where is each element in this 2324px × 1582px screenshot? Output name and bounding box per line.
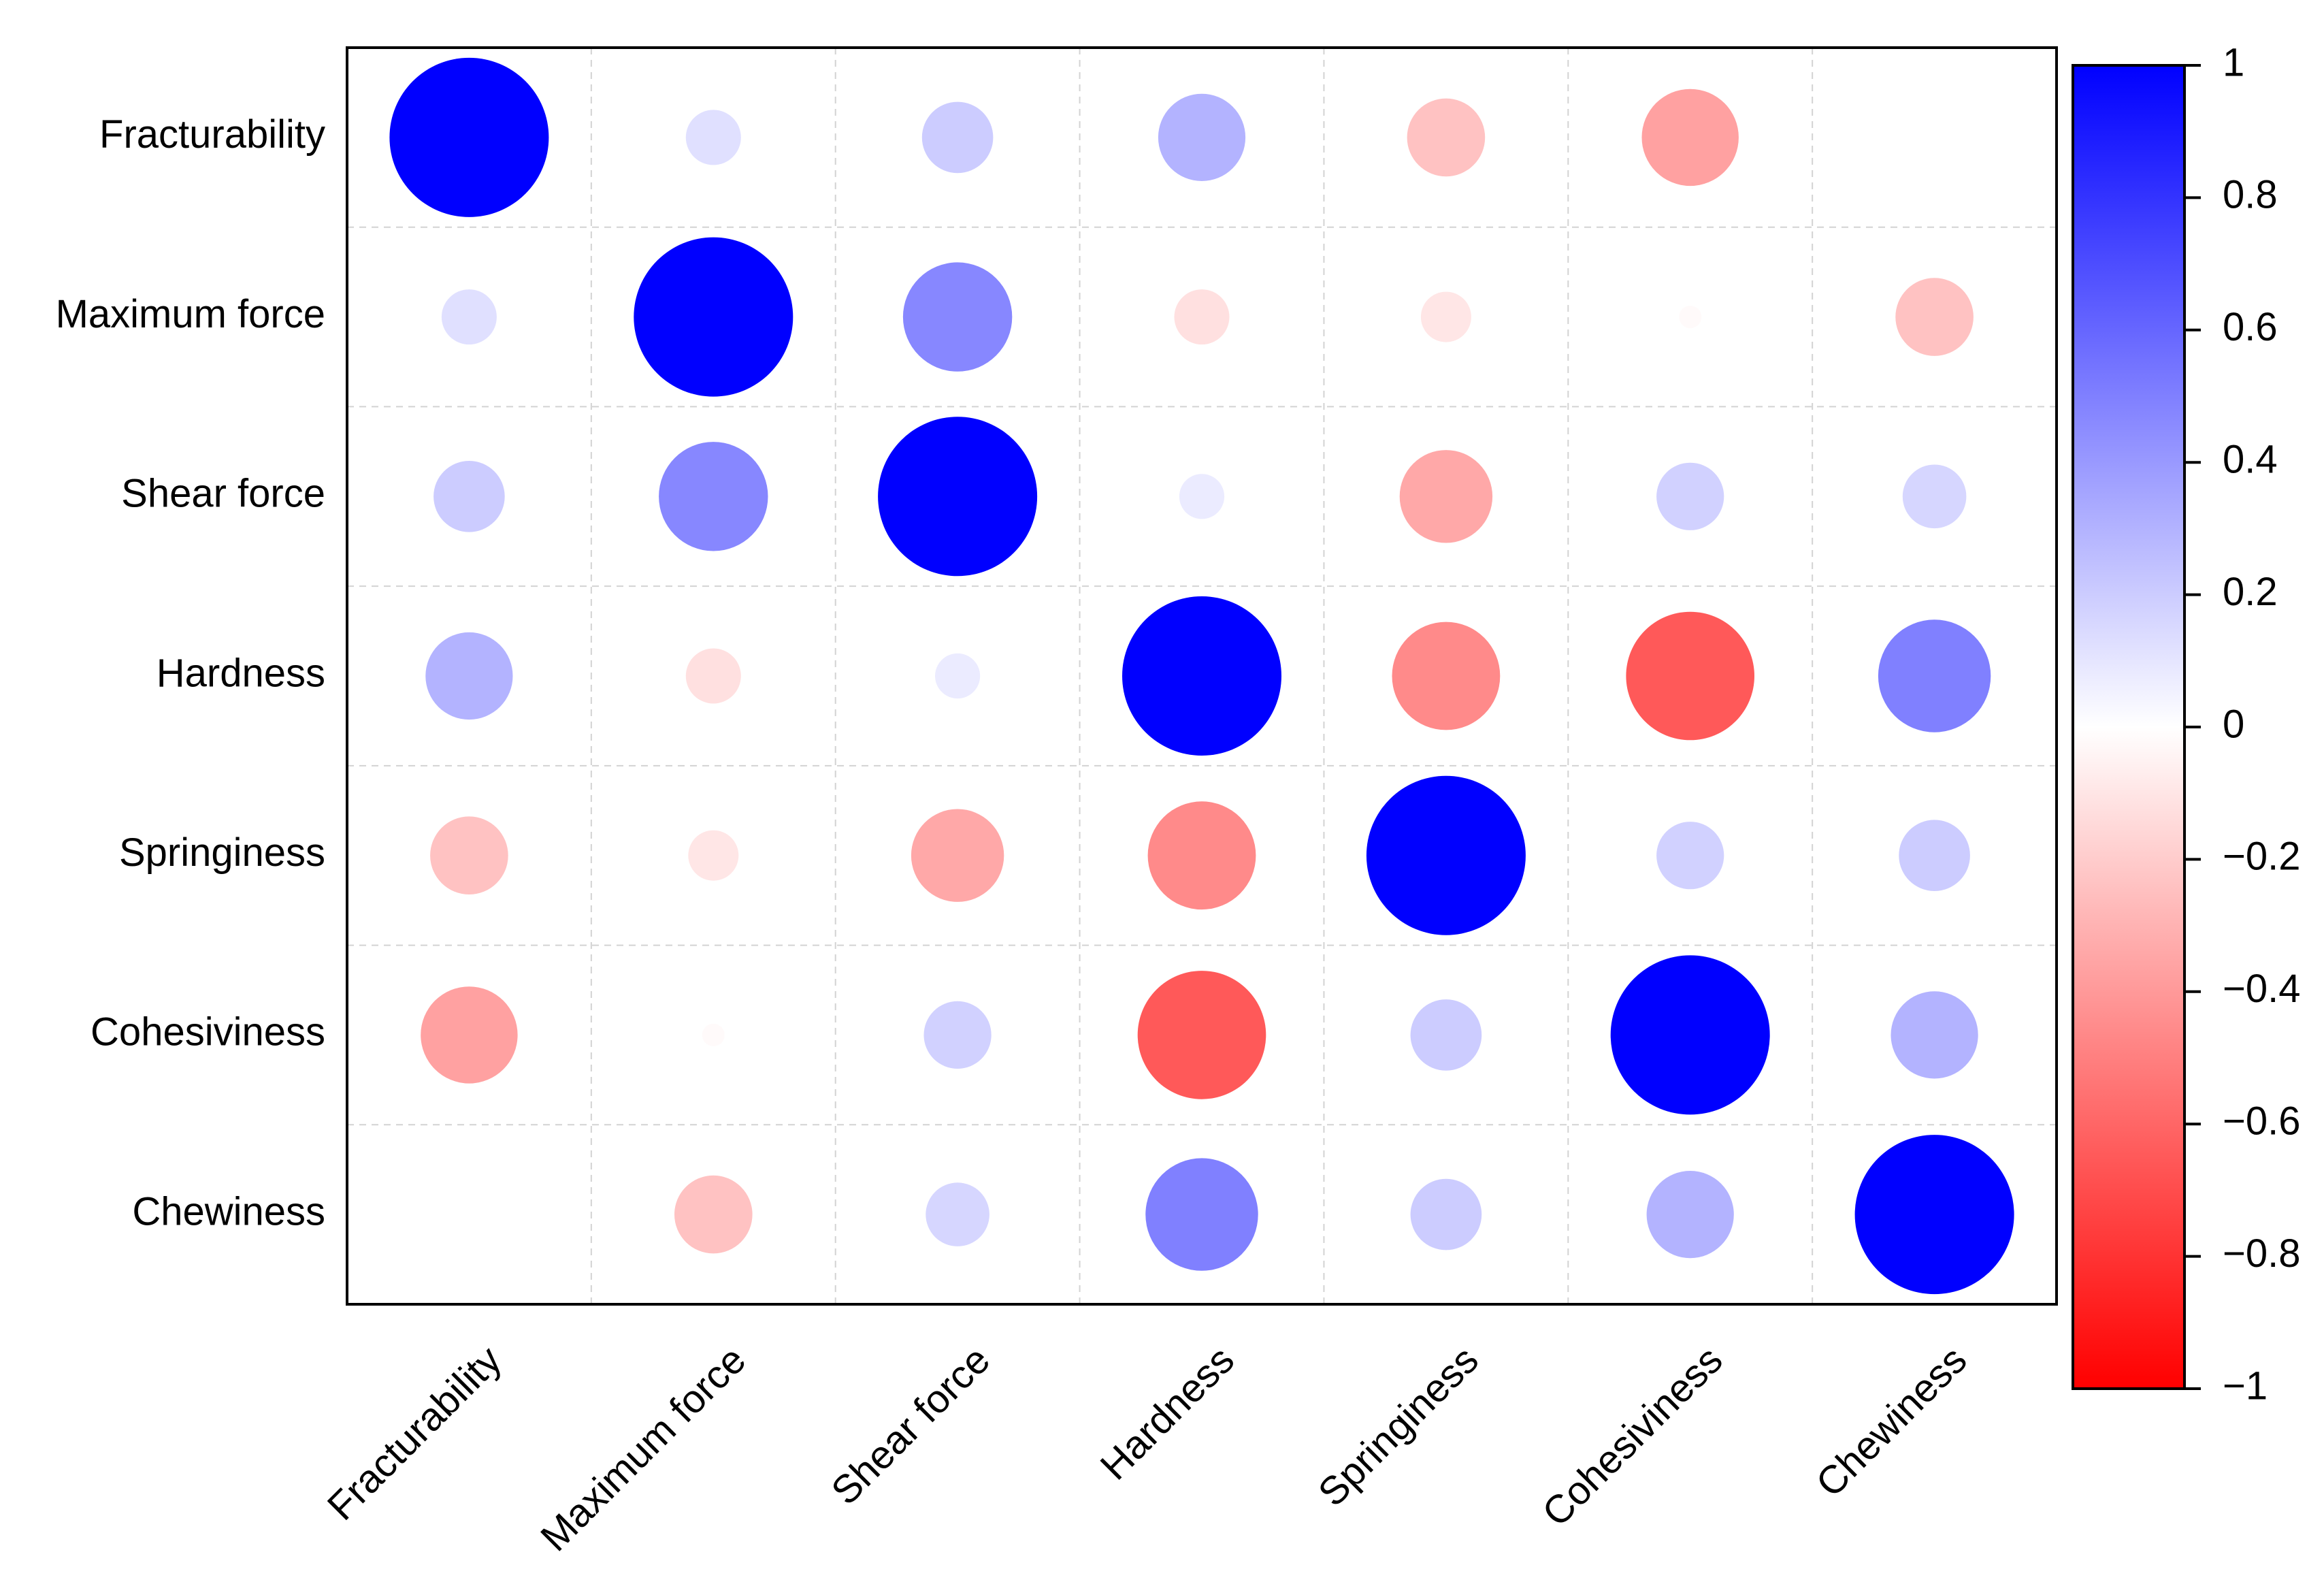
y-axis-label: Cohesiviness <box>91 1010 325 1054</box>
corr-bubble-5-1 <box>702 1023 725 1046</box>
corr-bubble-4-1 <box>688 830 739 881</box>
corr-bubble-5-3 <box>1137 971 1266 1099</box>
colorbar-tick-label: −0.6 <box>2223 1099 2301 1144</box>
corr-bubble-2-5 <box>1656 462 1724 530</box>
x-axis-label: Cohesiviness <box>1534 1338 1731 1535</box>
x-axis-labels: Fracturability Maximum force Shear force Ha… <box>319 1338 1976 1560</box>
x-axis-label: Fracturability <box>319 1338 510 1529</box>
corr-bubble-2-6 <box>1902 464 1967 529</box>
corr-bubble-1-2 <box>902 262 1013 372</box>
corr-bubble-0-5 <box>1641 88 1739 187</box>
corr-bubble-2-1 <box>659 442 768 551</box>
corr-bubble-2-3 <box>1179 474 1225 519</box>
colorbar-tick-label: −0.4 <box>2223 967 2301 1011</box>
y-axis-label: Fracturability <box>99 112 325 157</box>
corr-bubble-4-5 <box>1656 822 1724 890</box>
colorbar-tick-label: −0.2 <box>2223 835 2301 879</box>
corr-bubble-0-0 <box>389 57 549 217</box>
x-axis-label: Springiness <box>1310 1338 1487 1515</box>
corr-bubble-0-2 <box>921 101 994 174</box>
corr-bubble-1-5 <box>1679 306 1702 329</box>
corr-bubble-1-0 <box>441 289 497 345</box>
colorbar-tick-label: 0.4 <box>2223 438 2278 482</box>
corr-bubble-6-2 <box>926 1182 989 1246</box>
colorbar-tick-label: 1 <box>2223 40 2244 84</box>
corr-bubble-3-3 <box>1122 596 1281 756</box>
colorbar-tick-label: −0.8 <box>2223 1231 2301 1276</box>
corr-bubble-3-6 <box>1878 619 1991 732</box>
corr-bubble-6-1 <box>674 1175 753 1254</box>
corr-bubble-6-6 <box>1854 1135 2014 1295</box>
colorbar <box>2072 64 2186 1390</box>
corr-bubble-1-4 <box>1420 291 1471 342</box>
corr-bubble-0-3 <box>1158 93 1246 181</box>
colorbar-tick-label: 0.6 <box>2223 305 2278 349</box>
corr-bubble-4-2 <box>911 809 1004 902</box>
plot-frame <box>346 46 2058 1306</box>
corr-bubble-0-1 <box>685 110 741 165</box>
y-axis-label: Hardness <box>157 651 325 695</box>
corr-bubble-6-4 <box>1410 1178 1482 1250</box>
y-axis-label: Chewiness <box>132 1189 325 1233</box>
corr-bubble-3-2 <box>935 653 981 699</box>
corr-bubble-1-1 <box>634 237 793 397</box>
corr-bubble-3-0 <box>425 632 513 720</box>
corr-bubble-5-0 <box>421 986 518 1084</box>
grid-lines <box>347 48 2057 1304</box>
y-axis-label: Maximum force <box>56 292 325 336</box>
corr-bubble-5-2 <box>923 1001 992 1069</box>
colorbar-tick-label: −1 <box>2223 1363 2268 1408</box>
x-axis-label: Hardness <box>1092 1338 1243 1488</box>
bubbles <box>389 57 2014 1295</box>
x-axis-label: Shear force <box>823 1338 998 1513</box>
corr-bubble-1-6 <box>1895 278 1974 356</box>
corr-bubble-3-4 <box>1392 622 1501 730</box>
corr-bubble-3-5 <box>1626 611 1754 741</box>
y-axis-label: Shear force <box>121 472 325 516</box>
corr-bubble-0-4 <box>1407 98 1486 177</box>
corr-bubble-5-5 <box>1610 955 1770 1115</box>
colorbar-tick-label: 0.2 <box>2223 570 2278 614</box>
corr-bubble-2-2 <box>878 417 1038 577</box>
colorbar-tick-label: 0.8 <box>2223 173 2278 217</box>
colorbar-ticks: 1 0.8 0.6 0.4 0.2 0 −0.2 −0.4 −0.6 −0.8 −1 <box>2184 40 2301 1408</box>
y-axis-labels: Fracturability Maximum force Shear force Ha… <box>56 112 325 1233</box>
corr-bubble-4-0 <box>430 816 508 894</box>
corr-bubble-1-3 <box>1174 289 1230 345</box>
corr-bubble-6-5 <box>1646 1171 1734 1259</box>
corr-bubble-3-1 <box>685 648 741 704</box>
corr-bubble-4-3 <box>1147 801 1256 910</box>
corr-bubble-5-4 <box>1410 999 1482 1071</box>
x-axis-label: Maximum force <box>532 1338 754 1560</box>
corr-bubble-2-4 <box>1399 450 1493 543</box>
corr-bubble-2-0 <box>433 461 505 532</box>
y-axis-label: Springiness <box>119 830 325 875</box>
x-axis-label: Chewiness <box>1807 1338 1976 1506</box>
corr-bubble-4-6 <box>1899 820 1970 891</box>
corr-bubble-6-3 <box>1145 1158 1258 1271</box>
corr-bubble-5-6 <box>1891 991 1978 1079</box>
corr-bubble-4-4 <box>1366 775 1526 935</box>
colorbar-tick-label: 0 <box>2223 702 2244 746</box>
